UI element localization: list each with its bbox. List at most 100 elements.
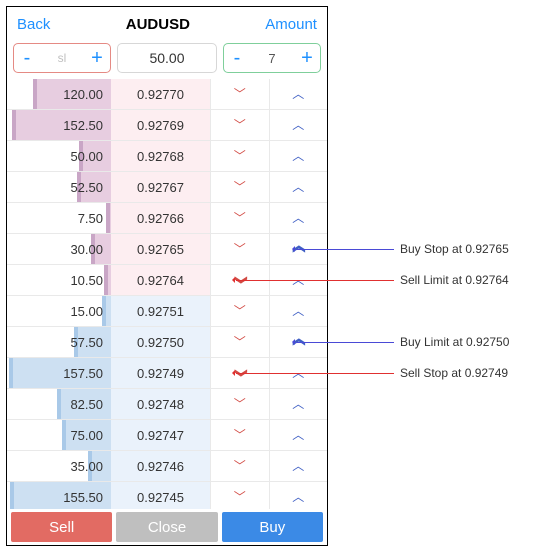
volume-value: 15.00	[70, 304, 103, 319]
dom-rows: 120.000.92770﹀︿152.500.92769﹀︿50.000.927…	[7, 79, 327, 509]
volume-cell: 30.00	[7, 234, 111, 264]
buy-at-price-button[interactable]: ︿	[269, 141, 328, 171]
chevron-down-icon: ﹀	[234, 181, 246, 193]
annotation-label: Sell Limit at 0.92764	[400, 273, 509, 287]
volume-value: 82.50	[70, 397, 103, 412]
price-cell: 0.92749	[111, 358, 211, 388]
annotation-arrow	[236, 373, 394, 374]
volume-cell: 75.00	[7, 420, 111, 450]
volume-bar	[106, 203, 111, 233]
buy-at-price-button[interactable]: ︿	[269, 389, 328, 419]
price-cell: 0.92767	[111, 172, 211, 202]
buy-at-price-button[interactable]: ︿	[269, 172, 328, 202]
price-cell: 0.92769	[111, 110, 211, 140]
sell-button[interactable]: Sell	[11, 512, 112, 542]
sell-at-price-button[interactable]: ﹀	[211, 420, 269, 450]
volume-bar	[104, 265, 111, 295]
volume-cell: 157.50	[7, 358, 111, 388]
qty-input[interactable]: 7	[250, 51, 294, 66]
price-cell: 0.92768	[111, 141, 211, 171]
sell-at-price-button[interactable]: ﹀	[211, 203, 269, 233]
volume-cell: 15.00	[7, 296, 111, 326]
sell-at-price-button[interactable]: ﹀	[211, 482, 269, 509]
annotation-label: Buy Stop at 0.92765	[400, 242, 509, 256]
sell-at-price-button[interactable]: ﹀	[211, 172, 269, 202]
volume-cell: 52.50	[7, 172, 111, 202]
volume-value: 50.00	[70, 149, 103, 164]
volume-value: 52.50	[70, 180, 103, 195]
buy-at-price-button[interactable]: ︿	[269, 79, 328, 109]
buy-at-price-button[interactable]: ︿	[269, 296, 328, 326]
volume-cell: 50.00	[7, 141, 111, 171]
chevron-up-icon: ︿	[292, 429, 304, 441]
annotation-label: Sell Stop at 0.92749	[400, 366, 508, 380]
annotation-arrow	[296, 249, 394, 250]
sell-at-price-button[interactable]: ﹀	[211, 110, 269, 140]
annotation-arrow	[236, 280, 394, 281]
volume-cell: 155.50	[7, 482, 111, 509]
price-cell: 0.92751	[111, 296, 211, 326]
sell-at-price-button[interactable]: ﹀	[211, 389, 269, 419]
buy-at-price-button[interactable]: ︿	[269, 451, 328, 481]
chevron-down-icon: ﹀	[234, 460, 246, 472]
chevron-up-icon: ︿	[292, 88, 304, 100]
dom-row: 50.00 0.92768﹀ ︿	[7, 141, 327, 172]
chevron-up-icon: ︿	[292, 491, 304, 503]
price-cell: 0.92766	[111, 203, 211, 233]
buy-at-price-button[interactable]: ︿	[269, 203, 328, 233]
price-cell: 0.92765	[111, 234, 211, 264]
row-buttons: ﹀︿	[211, 79, 327, 109]
dom-row: 82.500.92748﹀︿	[7, 389, 327, 420]
sell-at-price-button[interactable]: ﹀	[211, 296, 269, 326]
volume-value: 152.50	[63, 118, 103, 133]
dom-row: 57.500.92750﹀❯	[7, 327, 327, 358]
header: Back AUDUSD Amount	[7, 7, 327, 41]
row-buttons: ﹀︿	[211, 420, 327, 450]
volume-value: 7.50	[78, 211, 103, 226]
amount-button[interactable]: Amount	[265, 16, 317, 33]
volume-cell: 7.50	[7, 203, 111, 233]
sl-input[interactable]: sl	[40, 51, 84, 65]
sell-at-price-button[interactable]: ﹀	[211, 234, 269, 264]
sell-at-price-button[interactable]: ﹀	[211, 327, 269, 357]
price-cell: 0.92746	[111, 451, 211, 481]
sl-plus-button[interactable]: +	[84, 45, 110, 71]
buy-at-price-button[interactable]: ︿	[269, 482, 328, 509]
annotation-arrow	[296, 342, 394, 343]
chevron-up-icon: ︿	[292, 181, 304, 193]
annotation-label: Buy Limit at 0.92750	[400, 335, 509, 349]
dom-row: 35.000.92746﹀︿	[7, 451, 327, 482]
chevron-down-icon: ﹀	[234, 491, 246, 503]
sell-at-price-button[interactable]: ﹀	[211, 141, 269, 171]
price-cell: 0.92747	[111, 420, 211, 450]
chevron-down-icon: ﹀	[234, 243, 246, 255]
sell-at-price-button[interactable]: ﹀	[211, 79, 269, 109]
qty-plus-button[interactable]: +	[294, 45, 320, 71]
annotation-text: Sell Stop at 0.92749	[400, 366, 508, 380]
qty-minus-button[interactable]: -	[224, 45, 250, 71]
chevron-down-icon: ﹀	[234, 429, 246, 441]
row-buttons: ﹀︿	[211, 482, 327, 509]
price-cell: 0.92745	[111, 482, 211, 509]
chevron-down-icon: ﹀	[234, 398, 246, 410]
buy-at-price-button[interactable]: ︿	[269, 420, 328, 450]
close-button[interactable]: Close	[116, 512, 217, 542]
price-input-value: 50.00	[149, 50, 184, 66]
row-buttons: ﹀︿	[211, 110, 327, 140]
back-button[interactable]: Back	[17, 16, 50, 33]
chevron-up-icon: ︿	[292, 305, 304, 317]
price-cell: 0.92750	[111, 327, 211, 357]
sl-minus-button[interactable]: -	[14, 45, 40, 71]
chevron-up-icon: ︿	[292, 119, 304, 131]
volume-cell: 82.50	[7, 389, 111, 419]
price-input[interactable]: 50.00	[117, 43, 217, 73]
symbol-title: AUDUSD	[126, 16, 190, 33]
volume-cell: 57.50	[7, 327, 111, 357]
chevron-up-icon: ︿	[292, 398, 304, 410]
buy-button[interactable]: Buy	[222, 512, 323, 542]
buy-at-price-button[interactable]: ︿	[269, 110, 328, 140]
sell-at-price-button[interactable]: ﹀	[211, 451, 269, 481]
price-cell: 0.92764	[111, 265, 211, 295]
volume-value: 30.00	[70, 242, 103, 257]
chevron-up-icon: ︿	[292, 150, 304, 162]
